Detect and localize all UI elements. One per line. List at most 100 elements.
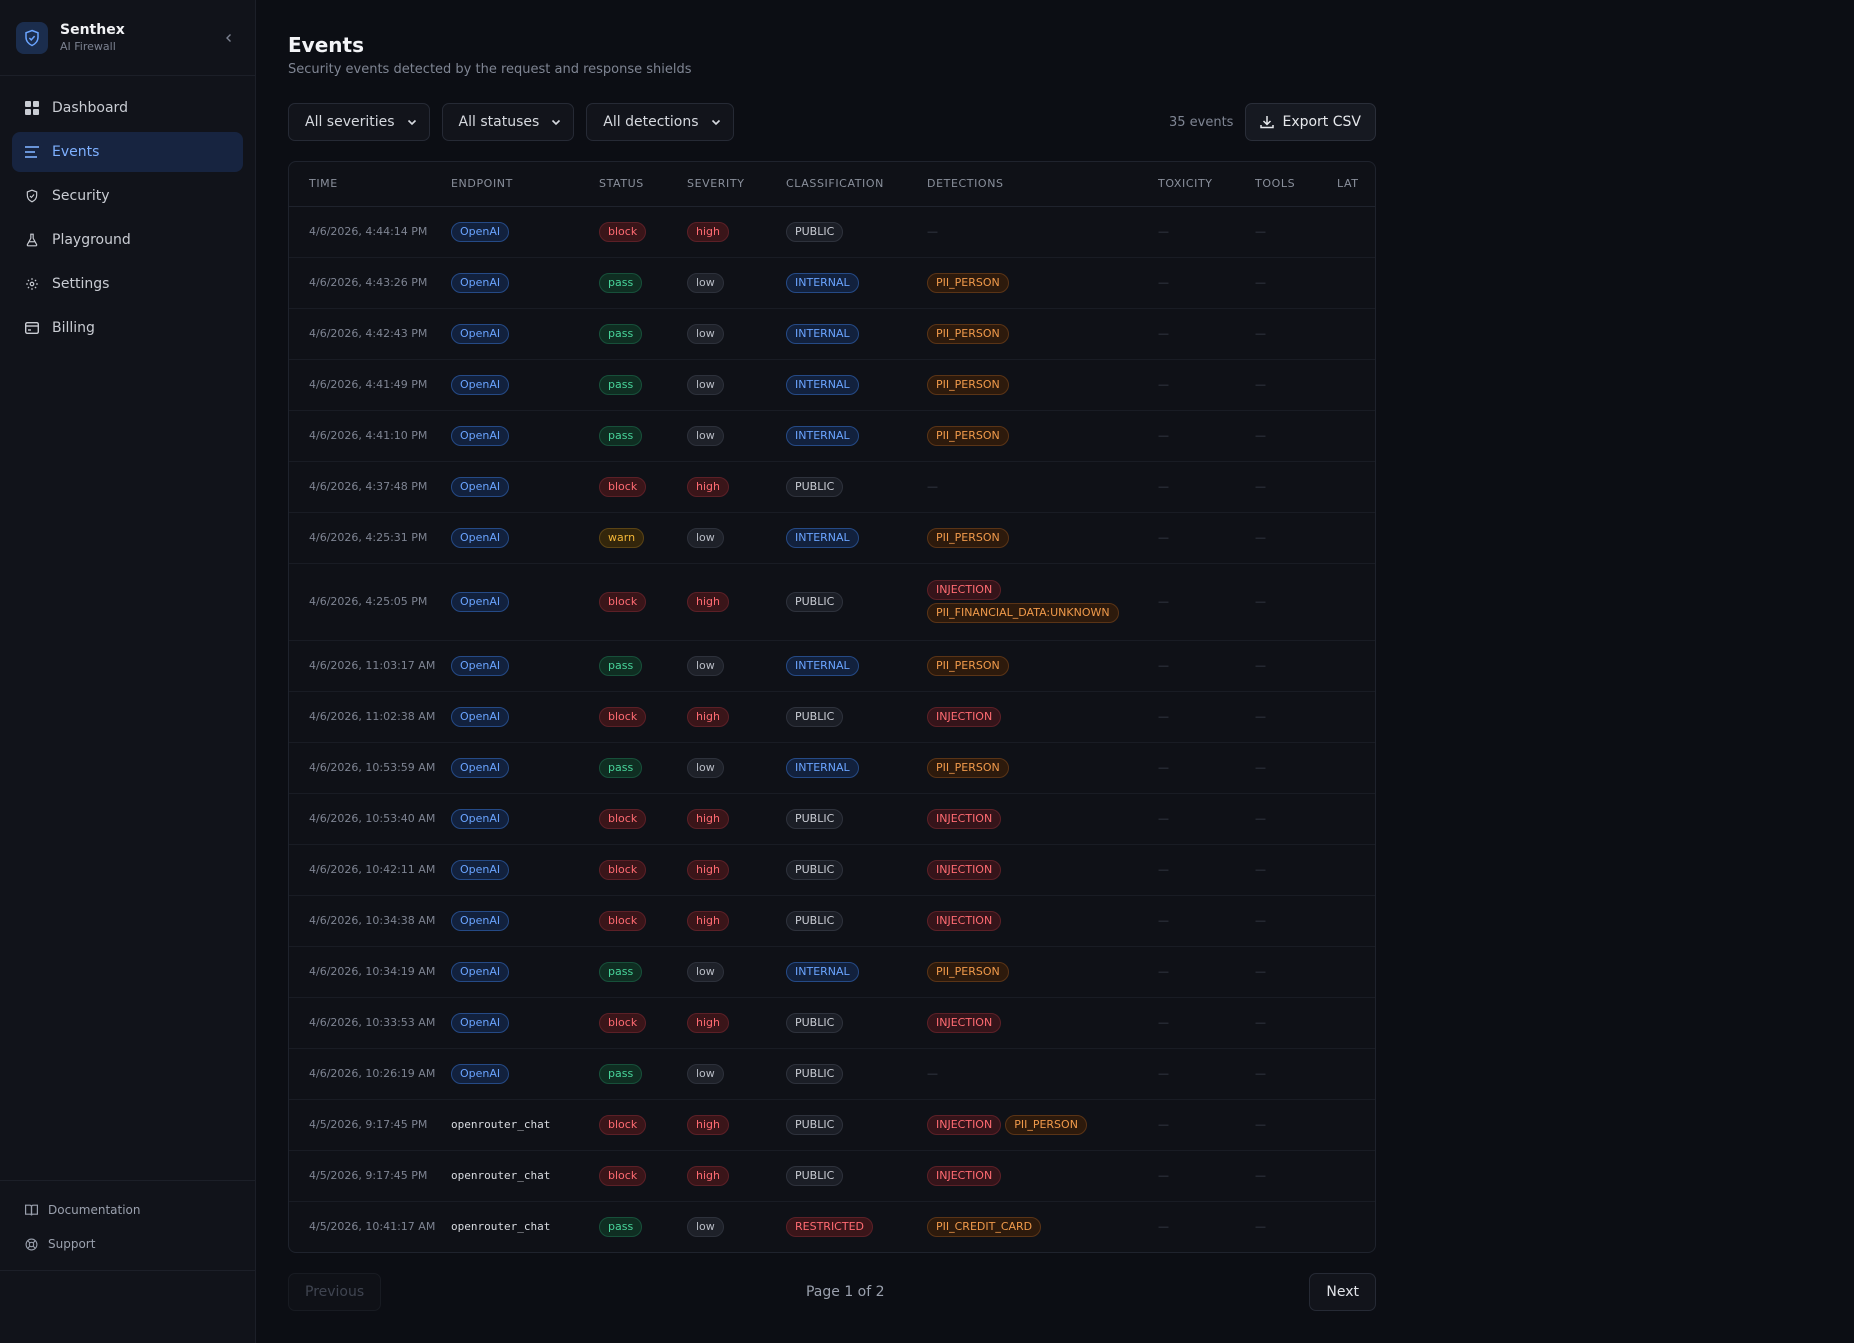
severity-badge: high [687, 808, 729, 829]
severity-cell: low [687, 512, 786, 564]
detection-filter-select[interactable]: All detections [586, 103, 734, 141]
status-cell: block [599, 691, 687, 743]
table-row[interactable]: 4/6/2026, 4:25:31 PM OpenAI warn low INTERNA… [289, 512, 1375, 564]
severity-cell: low [687, 359, 786, 411]
column-header-tools[interactable]: TOOLS [1255, 162, 1337, 207]
endpoint-badge: OpenAI [451, 808, 510, 829]
export-csv-label: Export CSV [1282, 114, 1361, 130]
column-header-detections[interactable]: DETECTIONS [927, 162, 1158, 207]
severity-filter-select[interactable]: All severities [288, 103, 430, 141]
table-row[interactable]: 4/6/2026, 10:34:19 AM OpenAI pass low INTERN… [289, 946, 1375, 998]
detections-cell: PII_PERSON [927, 512, 1158, 564]
column-header-time[interactable]: TIME [289, 162, 451, 207]
column-header-severity[interactable]: SEVERITY [687, 162, 786, 207]
status-cell: block [599, 793, 687, 845]
table-row[interactable]: 4/6/2026, 11:03:17 AM OpenAI pass low INTERN… [289, 640, 1375, 692]
endpoint-cell: OpenAI [451, 742, 599, 794]
detection-badge: PII_PERSON [927, 655, 1009, 676]
event-time: 4/6/2026, 4:41:49 PM [289, 359, 451, 411]
event-time: 4/5/2026, 9:17:45 PM [289, 1150, 451, 1202]
tools-cell: — [1255, 257, 1337, 309]
classification-cell: INTERNAL [786, 946, 927, 998]
detections-cell: INJECTION [927, 844, 1158, 896]
event-time: 4/6/2026, 11:02:38 AM [289, 691, 451, 743]
status-badge: block [599, 859, 647, 880]
table-row[interactable]: 4/6/2026, 10:42:11 AM OpenAI block high PUBL… [289, 844, 1375, 896]
dashboard-grid-icon [24, 100, 40, 116]
severity-cell: high [687, 461, 786, 513]
classification-cell: PUBLIC [786, 1099, 927, 1151]
status-cell: pass [599, 257, 687, 309]
sidebar-item-billing[interactable]: Billing [12, 308, 243, 348]
classification-cell: PUBLIC [786, 844, 927, 896]
column-header-lat[interactable]: LAT [1337, 162, 1375, 207]
status-filter-select[interactable]: All statuses [441, 103, 575, 141]
table-row[interactable]: 4/6/2026, 4:44:14 PM OpenAI block high PUBLI… [289, 206, 1375, 258]
toxicity-cell: — [1158, 359, 1255, 411]
toxicity-cell: — [1158, 946, 1255, 998]
table-row[interactable]: 4/6/2026, 4:41:49 PM OpenAI pass low INTERNA… [289, 359, 1375, 411]
endpoint-badge: OpenAI [451, 591, 510, 612]
event-time: 4/6/2026, 10:42:11 AM [289, 844, 451, 896]
endpoint-badge: OpenAI [451, 655, 510, 676]
detection-badge: INJECTION [927, 706, 1002, 727]
page-subtitle: Security events detected by the request … [288, 62, 692, 77]
latency-cell [1337, 563, 1375, 641]
event-time: 4/6/2026, 4:25:31 PM [289, 512, 451, 564]
table-row[interactable]: 4/6/2026, 4:42:43 PM OpenAI pass low INTERNA… [289, 308, 1375, 360]
status-cell: block [599, 997, 687, 1049]
table-row[interactable]: 4/6/2026, 4:43:26 PM OpenAI pass low INTERNA… [289, 257, 1375, 309]
next-page-button[interactable]: Next [1309, 1273, 1376, 1311]
tools-cell: — [1255, 793, 1337, 845]
table-row[interactable]: 4/6/2026, 10:33:53 AM OpenAI block high PUBL… [289, 997, 1375, 1049]
sidebar-item-settings[interactable]: Settings [12, 264, 243, 304]
table-row[interactable]: 4/5/2026, 9:17:45 PM openrouter_chat block… [289, 1099, 1375, 1151]
severity-badge: high [687, 706, 729, 727]
event-time: 4/6/2026, 10:34:19 AM [289, 946, 451, 998]
previous-page-button[interactable]: Previous [288, 1273, 382, 1311]
chevron-down-icon [551, 117, 561, 127]
column-header-status[interactable]: STATUS [599, 162, 687, 207]
table-row[interactable]: 4/6/2026, 11:02:38 AM OpenAI block high PUBL… [289, 691, 1375, 743]
table-row[interactable]: 4/6/2026, 4:25:05 PM OpenAI block high PUBLI… [289, 563, 1375, 641]
severity-cell: high [687, 793, 786, 845]
sidebar-item-events[interactable]: Events [12, 132, 243, 172]
classification-cell: PUBLIC [786, 691, 927, 743]
tools-cell: — [1255, 691, 1337, 743]
column-header-toxicity[interactable]: TOXICITY [1158, 162, 1255, 207]
table-row[interactable]: 4/6/2026, 4:37:48 PM OpenAI block high PUBLI… [289, 461, 1375, 513]
detections-cell: PII_CREDIT_CARD [927, 1201, 1158, 1252]
table-row[interactable]: 4/6/2026, 4:41:10 PM OpenAI pass low INTERNA… [289, 410, 1375, 462]
table-row[interactable]: 4/6/2026, 10:53:40 AM OpenAI block high PUBL… [289, 793, 1375, 845]
column-header-classification[interactable]: CLASSIFICATION [786, 162, 927, 207]
empty-value: — [1158, 863, 1169, 876]
events-table-container[interactable]: TIME ENDPOINT STATUS SEVERITY CLASSIFICATION… [288, 161, 1376, 1253]
table-row[interactable]: 4/6/2026, 10:26:19 AM OpenAI pass low PUBLIC… [289, 1048, 1375, 1100]
documentation-link[interactable]: Documentation [12, 1193, 243, 1227]
classification-badge: PUBLIC [786, 859, 844, 880]
sidebar-item-playground[interactable]: Playground [12, 220, 243, 260]
sidebar-item-dashboard[interactable]: Dashboard [12, 88, 243, 128]
sidebar-item-security[interactable]: Security [12, 176, 243, 216]
table-row[interactable]: 4/5/2026, 9:17:45 PM openrouter_chat block… [289, 1150, 1375, 1202]
collapse-sidebar-button[interactable] [219, 28, 239, 48]
status-badge: block [599, 1012, 647, 1033]
support-link[interactable]: Support [12, 1227, 243, 1261]
severity-cell: low [687, 257, 786, 309]
shield-logo-icon [16, 21, 48, 54]
status-badge: block [599, 808, 647, 829]
empty-value: — [1158, 1118, 1169, 1131]
table-row[interactable]: 4/5/2026, 10:41:17 AM openrouter_chat pass… [289, 1201, 1375, 1252]
tools-cell: — [1255, 512, 1337, 564]
endpoint-cell: OpenAI [451, 512, 599, 564]
shield-icon [24, 188, 40, 204]
column-header-endpoint[interactable]: ENDPOINT [451, 162, 599, 207]
severity-cell: low [687, 946, 786, 998]
table-row[interactable]: 4/6/2026, 10:53:59 AM OpenAI pass low INTERN… [289, 742, 1375, 794]
classification-badge: PUBLIC [786, 1012, 844, 1033]
table-row[interactable]: 4/6/2026, 10:34:38 AM OpenAI block high PUBL… [289, 895, 1375, 947]
export-csv-button[interactable]: Export CSV [1245, 103, 1376, 141]
empty-value: — [927, 225, 938, 238]
latency-cell [1337, 1150, 1375, 1202]
classification-cell: INTERNAL [786, 512, 927, 564]
